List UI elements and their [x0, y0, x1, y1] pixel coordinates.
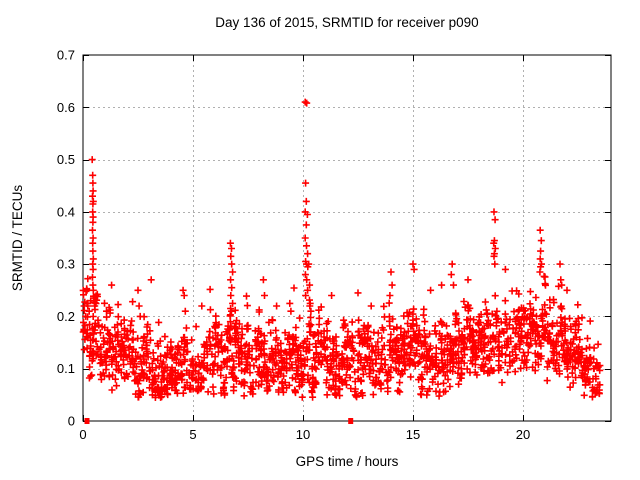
x-tick-label: 10	[296, 427, 310, 442]
zero-marker	[348, 418, 354, 424]
x-tick-label: 20	[516, 427, 530, 442]
x-axis-label: GPS time / hours	[296, 454, 399, 469]
x-tick-label: 15	[406, 427, 420, 442]
y-axis-label: SRMTID / TECUs	[10, 185, 25, 292]
x-tick-label: 5	[189, 427, 196, 442]
y-tick-label: 0.7	[57, 48, 75, 63]
chart-title: Day 136 of 2015, SRMTID for receiver p09…	[215, 15, 478, 30]
zero-marker	[84, 418, 90, 424]
y-tick-label: 0.3	[57, 257, 75, 272]
y-tick-label: 0.6	[57, 100, 75, 115]
y-tick-label: 0	[68, 414, 75, 429]
plot-border	[82, 54, 612, 422]
scatter-points	[79, 98, 604, 401]
y-tick-label: 0.4	[57, 204, 75, 219]
y-tick-label: 0.2	[57, 309, 75, 324]
data-point-layer	[79, 98, 604, 424]
label-layer: Day 136 of 2015, SRMTID for receiver p09…	[10, 15, 479, 469]
y-tick-label: 0.5	[57, 152, 75, 167]
x-tick-label: 0	[79, 427, 86, 442]
tick-layer: 0 5 10 15 20 0 0.1 0.2 0.3 0.4 0.5 0.6 0.7	[57, 48, 611, 442]
y-tick-label: 0.1	[57, 361, 75, 376]
